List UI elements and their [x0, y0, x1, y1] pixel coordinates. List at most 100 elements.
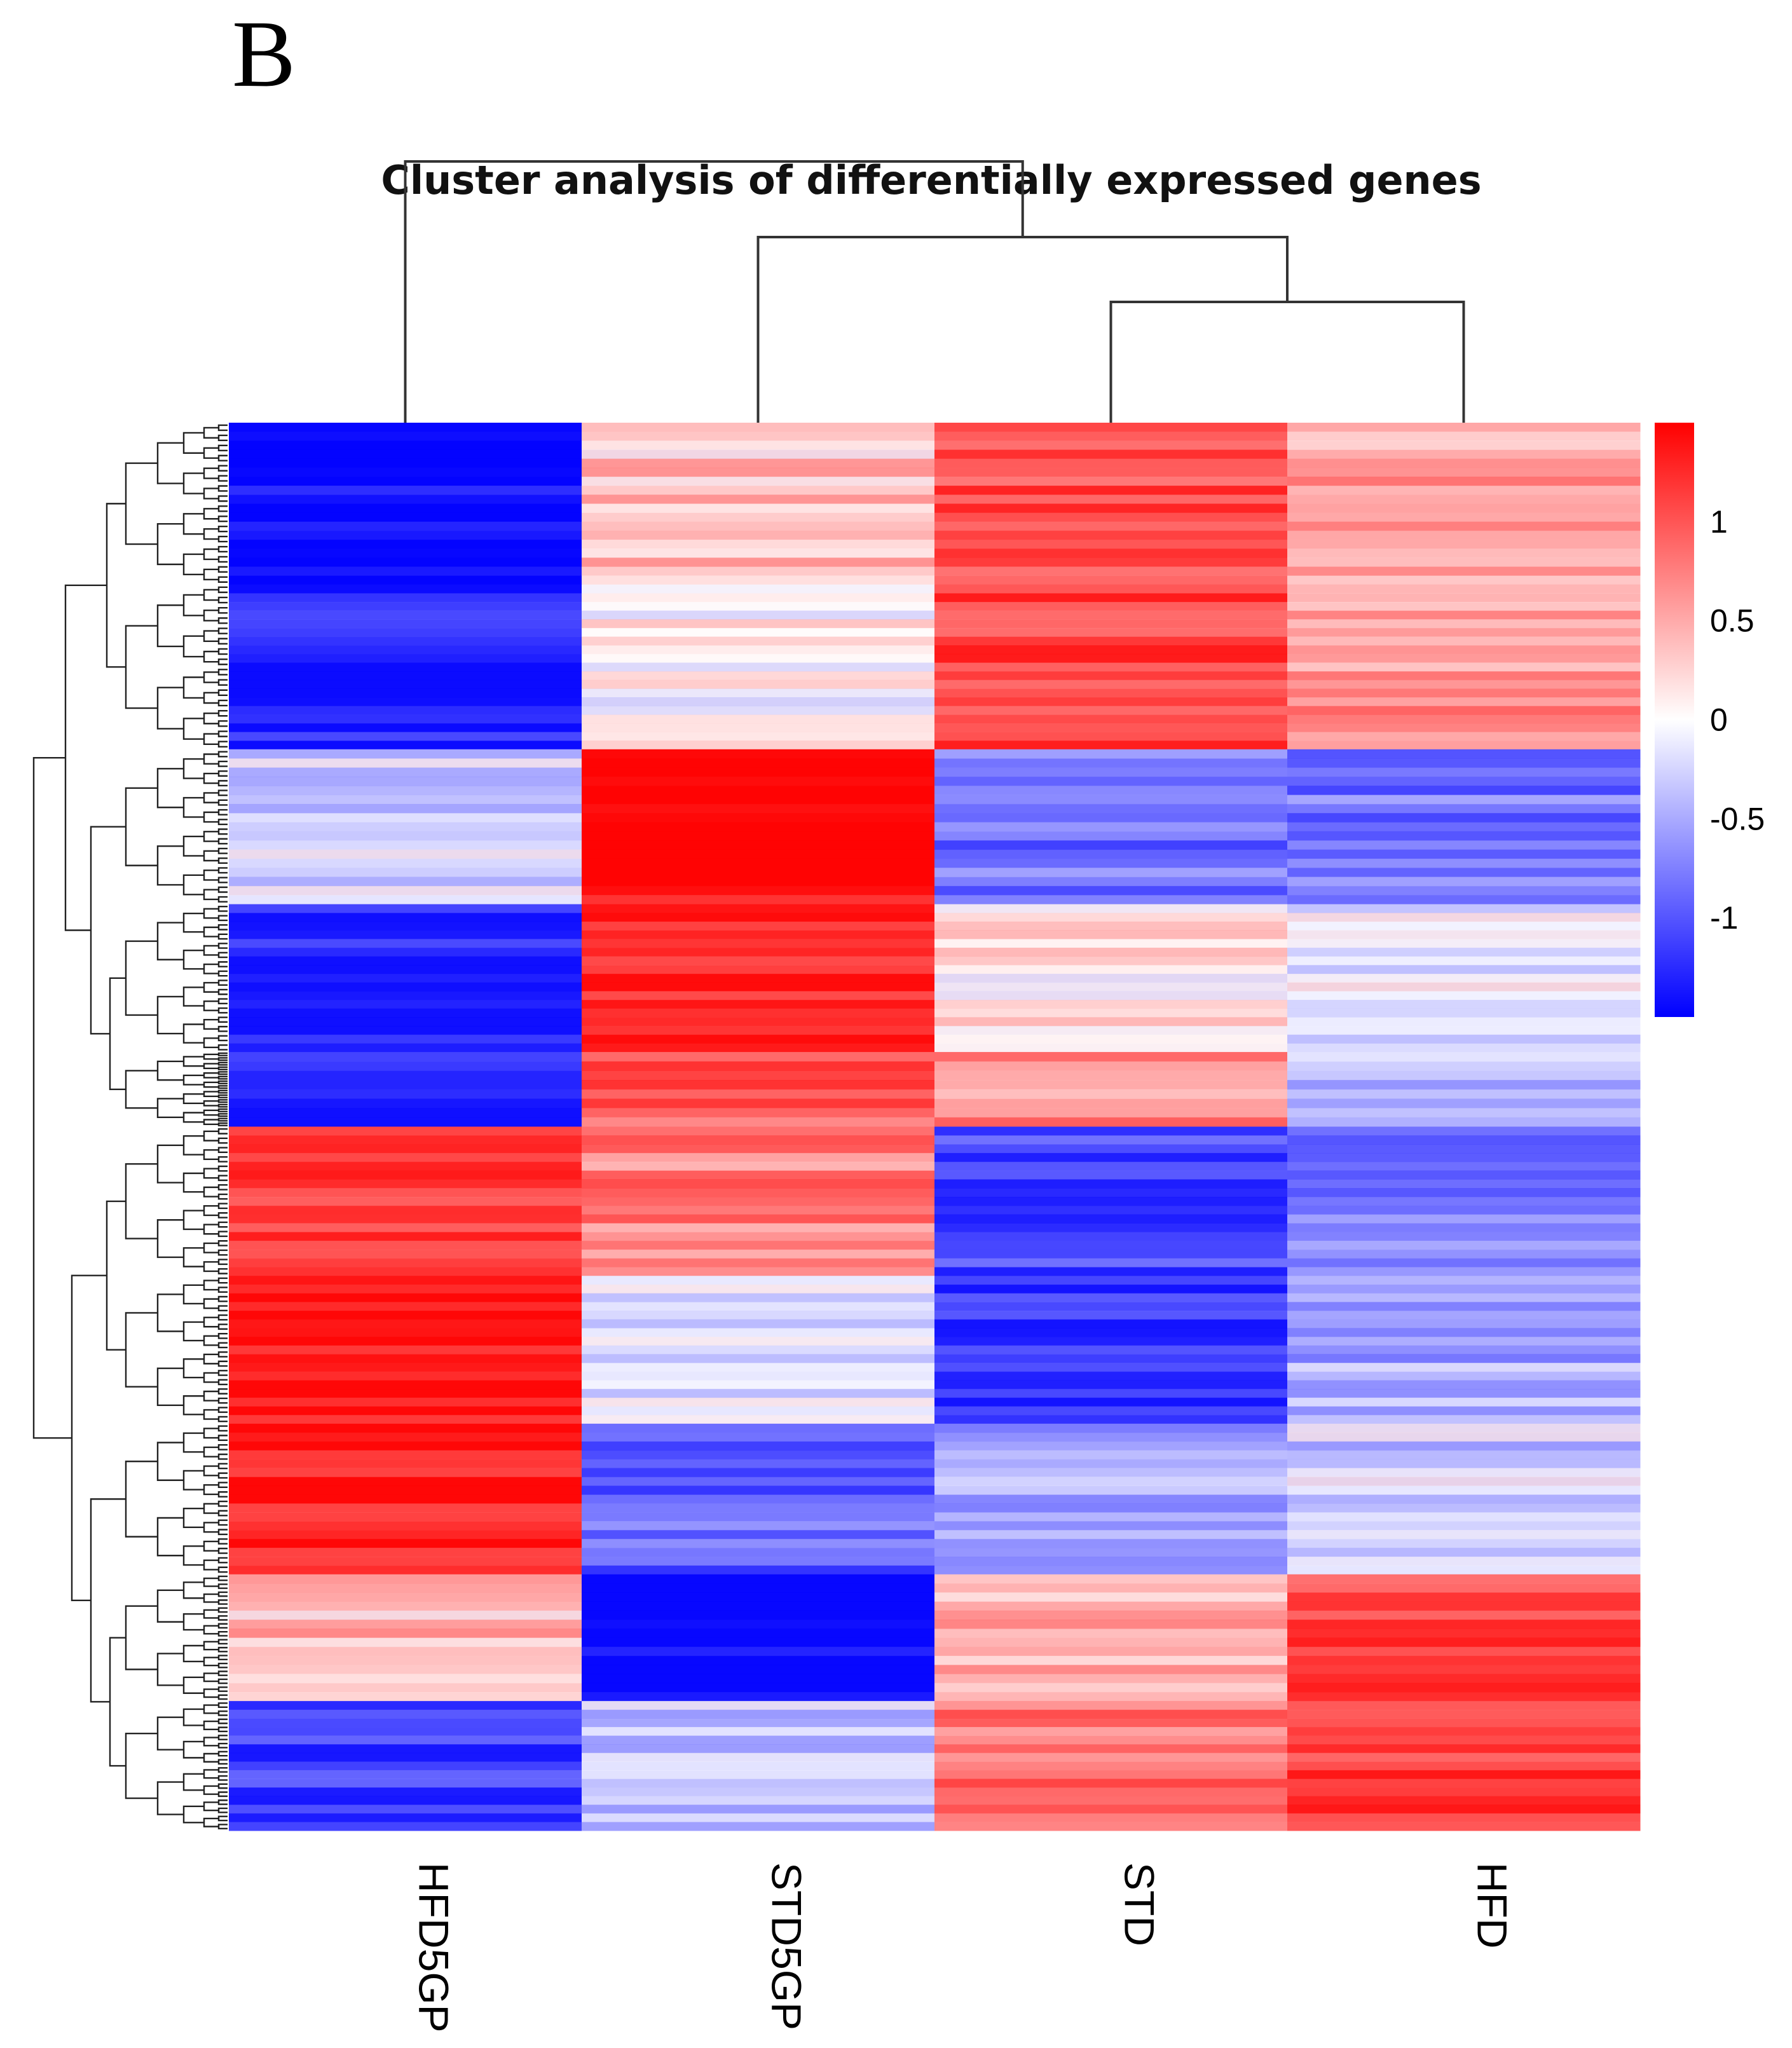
gene-row-stripe: [1287, 1477, 1641, 1486]
gene-row-stripe: [934, 1249, 1288, 1259]
gene-row-stripe: [582, 1108, 935, 1118]
gene-row-stripe: [934, 1319, 1288, 1328]
row-dendrogram-branch: [217, 689, 228, 697]
gene-row-stripe: [582, 1778, 935, 1788]
gene-row-stripe: [1287, 1043, 1641, 1053]
gene-row-stripe: [934, 982, 1288, 992]
gene-row-stripe: [934, 1637, 1288, 1648]
gene-row-stripe: [229, 803, 582, 814]
gene-row-stripe: [934, 1380, 1288, 1389]
gene-row-stripe: [229, 627, 582, 638]
row-dendrogram-branch: [217, 1035, 228, 1042]
row-dendrogram-branch: [106, 503, 126, 668]
gene-row-stripe: [582, 714, 935, 724]
colorbar-tick-label: -0.5: [1710, 801, 1765, 836]
gene-row-stripe: [934, 1311, 1288, 1320]
gene-row-stripe: [1287, 858, 1641, 868]
gene-row-stripe: [229, 1477, 582, 1486]
gene-row-stripe: [934, 1485, 1288, 1495]
gene-row-stripe: [1287, 1188, 1641, 1198]
row-dendrogram-branch: [217, 545, 228, 553]
gene-row-stripe: [229, 1354, 582, 1363]
gene-row-stripe: [582, 1052, 935, 1062]
gene-row-stripe: [934, 1205, 1288, 1215]
row-dendrogram-branch: [217, 1044, 228, 1051]
gene-row-stripe: [582, 1196, 935, 1206]
row-dendrogram-branch: [203, 792, 219, 803]
gene-row-stripe: [582, 486, 935, 495]
gene-row-stripe: [582, 921, 935, 931]
gene-row-stripe: [934, 885, 1288, 896]
gene-row-stripe: [1287, 1770, 1641, 1779]
gene-row-stripe: [582, 1276, 935, 1285]
gene-row-stripe: [1287, 1070, 1641, 1081]
gene-row-stripe: [582, 965, 935, 974]
gene-row-stripe: [934, 1770, 1288, 1779]
gene-row-stripe: [1287, 1179, 1641, 1189]
colorbar-tick-label: 1: [1710, 504, 1728, 540]
row-dendrogram-branch: [217, 1057, 228, 1062]
gene-row-stripe: [229, 1530, 582, 1539]
gene-row-stripe: [934, 1070, 1288, 1081]
gene-row-stripe: [229, 1450, 582, 1460]
gene-row-stripe: [229, 849, 582, 859]
gene-row-stripe: [582, 1805, 935, 1814]
gene-row-stripe: [229, 503, 582, 514]
gene-row-stripe: [934, 566, 1288, 577]
row-dendrogram-branch: [217, 924, 228, 931]
gene-row-stripe: [229, 1718, 582, 1728]
gene-row-stripe: [1287, 849, 1641, 859]
gene-row-stripe: [582, 495, 935, 504]
gene-row-stripe: [1287, 557, 1641, 567]
gene-row-stripe: [229, 458, 582, 468]
gene-row-stripe: [229, 593, 582, 603]
row-dendrogram-branch: [217, 857, 228, 864]
row-dendrogram-branch: [217, 1807, 228, 1813]
row-dendrogram-branch: [217, 505, 228, 512]
gene-row-stripe: [934, 1477, 1288, 1486]
row-dendrogram-branch: [217, 475, 228, 482]
row-dendrogram-branch: [217, 1379, 228, 1386]
row-dendrogram-branch: [203, 1390, 219, 1402]
row-dendrogram-branch: [156, 1098, 184, 1119]
gene-row-stripe: [229, 1179, 582, 1189]
gene-row-stripe: [229, 1637, 582, 1648]
row-dendrogram-branch: [217, 1287, 228, 1293]
gene-row-stripe: [1287, 1144, 1641, 1154]
gene-row-stripe: [1287, 749, 1641, 759]
gene-row-stripe: [1287, 1415, 1641, 1424]
column-dendrogram-branch-3: [404, 160, 1024, 423]
row-dendrogram-branch: [217, 1113, 228, 1117]
gene-row-stripe: [582, 1363, 935, 1372]
row-dendrogram-branch: [203, 926, 219, 938]
gene-row-stripe: [582, 440, 935, 450]
gene-row-stripe: [934, 904, 1288, 913]
gene-row-stripe: [229, 1701, 582, 1710]
gene-row-stripe: [229, 423, 582, 432]
gene-row-stripe: [934, 458, 1288, 468]
gene-row-stripe: [934, 1144, 1288, 1154]
gene-row-stripe: [582, 1223, 935, 1232]
gene-row-stripe: [1287, 1691, 1641, 1702]
gene-row-stripe: [1287, 877, 1641, 887]
gene-row-stripe: [229, 1610, 582, 1620]
gene-row-stripe: [229, 1397, 582, 1407]
row-dendrogram-branch: [203, 1130, 219, 1142]
row-dendrogram-branch: [203, 1242, 219, 1253]
row-dendrogram-branch: [182, 1545, 204, 1566]
gene-row-stripe: [1287, 1761, 1641, 1771]
gene-row-stripe: [229, 1144, 582, 1154]
gene-row-stripe: [1287, 706, 1641, 715]
gene-row-stripe: [582, 1822, 935, 1831]
gene-row-stripe: [229, 1646, 582, 1656]
gene-row-stripe: [934, 1080, 1288, 1090]
row-dendrogram-branch: [217, 1342, 228, 1349]
row-dendrogram-branch: [90, 1498, 126, 1703]
gene-row-stripe: [934, 1293, 1288, 1302]
gene-row-stripe: [582, 627, 935, 638]
gene-row-stripe: [1287, 697, 1641, 707]
gene-row-stripe: [582, 982, 935, 992]
row-dendrogram-branch: [203, 1224, 219, 1235]
gene-row-stripe: [229, 476, 582, 486]
row-dendrogram-branch: [203, 1484, 219, 1496]
